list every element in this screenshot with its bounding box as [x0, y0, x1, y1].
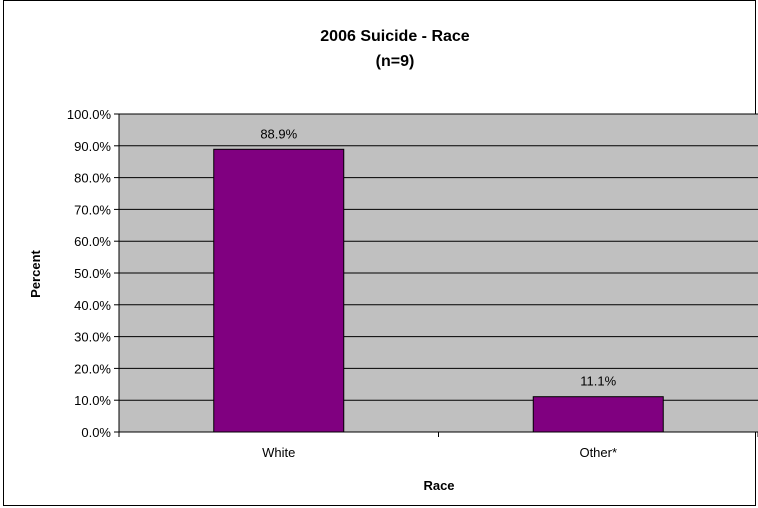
data-label: 88.9% — [260, 126, 297, 141]
y-tick-label: 90.0% — [74, 139, 111, 154]
y-tick-label: 10.0% — [74, 393, 111, 408]
y-tick-label: 40.0% — [74, 298, 111, 313]
y-tick-label: 30.0% — [74, 330, 111, 345]
chart-title: 2006 Suicide - Race — [320, 28, 470, 45]
plot-area: 0.0% 10.0% 20.0% 30.0% 40.0% 50.0% 60.0% 70.0% 8… — [67, 107, 758, 460]
y-tick-label: 20.0% — [74, 361, 111, 376]
chart-subtitle: (n=9) — [376, 53, 415, 70]
x-axis-title: Race — [423, 478, 454, 493]
bar-white — [213, 148, 345, 433]
y-tick-label: 60.0% — [74, 234, 111, 249]
y-axis-title: Percent — [28, 249, 43, 297]
y-tick-label: 50.0% — [74, 266, 111, 281]
y-tick-label: 100.0% — [67, 107, 112, 122]
x-tick-label: Other* — [579, 445, 617, 460]
x-tick-label: White — [262, 445, 295, 460]
y-tick-label: 0.0% — [81, 425, 111, 440]
y-tick-label: 80.0% — [74, 171, 111, 186]
bar-other — [532, 396, 664, 433]
data-label: 11.1% — [580, 374, 616, 389]
y-tick-label: 70.0% — [74, 202, 111, 217]
